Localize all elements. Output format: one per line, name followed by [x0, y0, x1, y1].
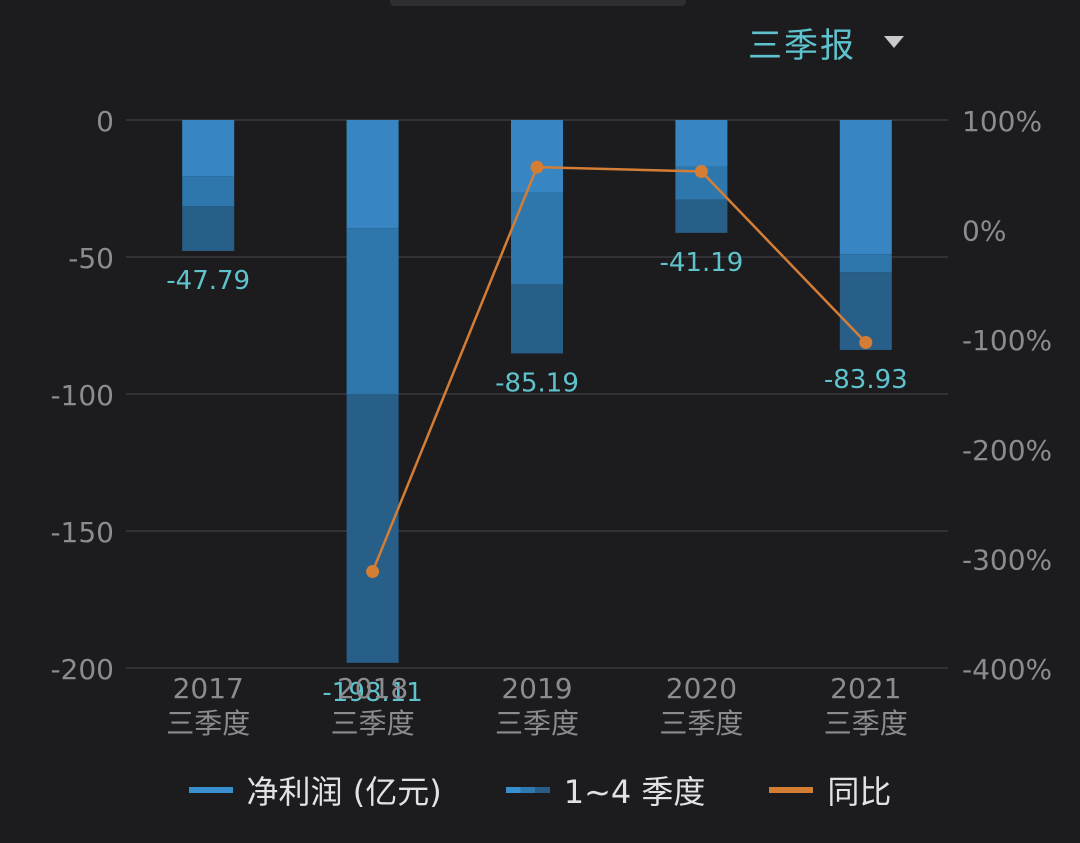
bar-segment-q1[interactable] — [346, 120, 399, 229]
y-right-tick-label: -100% — [962, 324, 1052, 357]
legend-swatch-quarters — [505, 787, 550, 793]
y-left-tick-label: 0 — [96, 105, 114, 138]
y-left-tick-label: -200 — [50, 653, 114, 686]
x-tick-sublabel: 三季度 — [824, 707, 908, 740]
bar-value-label: -83.93 — [824, 365, 908, 395]
legend-label-net-profit: 净利润 (亿元) — [246, 773, 442, 811]
yoy-point[interactable] — [530, 160, 544, 174]
x-tick-label: 2021 — [830, 672, 901, 705]
y-right-tick-label: -400% — [962, 653, 1052, 686]
legend-label-yoy: 同比 — [827, 773, 892, 811]
bar-value-label: -85.19 — [495, 368, 579, 398]
bar-segment-q1[interactable] — [182, 120, 235, 177]
net-profit-chart: 0 -50 -100 -150 -200 100% 0% -100% -200% -300% -40… — [50, 105, 1052, 740]
y-right-tick-label: 0% — [962, 215, 1006, 248]
x-tick-label: 2017 — [173, 672, 244, 705]
caret-down-icon — [884, 36, 904, 48]
report-period-dropdown[interactable]: 三季报 — [748, 20, 904, 66]
yoy-point[interactable] — [859, 335, 873, 349]
bar-segment-q3[interactable] — [182, 206, 235, 251]
bar-value-label: -41.19 — [659, 248, 743, 278]
x-tick-sublabel: 三季度 — [166, 707, 250, 740]
bars — [182, 120, 892, 663]
bar-segment-q1[interactable] — [511, 120, 563, 193]
legend-label-quarters: 1~4 季度 — [563, 773, 706, 811]
y-left-tick-label: -100 — [50, 379, 114, 412]
y-left-tick-label: -150 — [50, 516, 114, 549]
yoy-point[interactable] — [366, 565, 380, 579]
bar-segment-q2[interactable] — [511, 192, 563, 285]
x-tick-label: 2020 — [666, 672, 737, 705]
x-tick-sublabel: 三季度 — [331, 707, 415, 740]
yoy-point[interactable] — [694, 165, 708, 179]
bar-segment-q2[interactable] — [346, 228, 399, 394]
legend-swatch-yoy — [769, 787, 814, 793]
y-right-tick-label: -200% — [962, 434, 1052, 467]
bar-segment-q1[interactable] — [675, 120, 728, 167]
report-period-label: 三季报 — [748, 25, 856, 66]
x-tick-sublabel: 三季度 — [659, 707, 743, 740]
bar-segment-q2[interactable] — [839, 254, 892, 273]
bar-segment-q1[interactable] — [839, 120, 892, 255]
x-tick-label: 2019 — [501, 672, 572, 705]
legend-item-quarters[interactable]: 1~4 季度 — [505, 767, 706, 813]
legend-swatch-net-profit — [188, 787, 233, 793]
bar-value-label: -47.79 — [166, 266, 250, 296]
bar-segment-q3[interactable] — [511, 284, 563, 354]
bar-segment-q2[interactable] — [182, 176, 235, 207]
legend-item-yoy[interactable]: 同比 — [769, 767, 891, 813]
y-right-tick-label: 100% — [962, 105, 1042, 138]
yoy-line — [366, 160, 873, 579]
legend-item-net-profit[interactable]: 净利润 (亿元) — [188, 767, 442, 813]
bar-segment-q3[interactable] — [675, 199, 728, 233]
x-tick-label: 2018 — [337, 672, 408, 705]
drag-handle[interactable] — [390, 0, 686, 6]
labels: 0 -50 -100 -150 -200 100% 0% -100% -200% -300% -40… — [50, 105, 1052, 740]
chart-legend: 净利润 (亿元) 1~4 季度 同比 — [0, 768, 1080, 812]
x-tick-sublabel: 三季度 — [495, 707, 579, 740]
y-left-tick-label: -50 — [68, 242, 114, 275]
yoy-series-line — [371, 165, 867, 573]
y-right-tick-label: -300% — [962, 543, 1052, 576]
bar-value-label: -198.11 — [322, 678, 422, 708]
